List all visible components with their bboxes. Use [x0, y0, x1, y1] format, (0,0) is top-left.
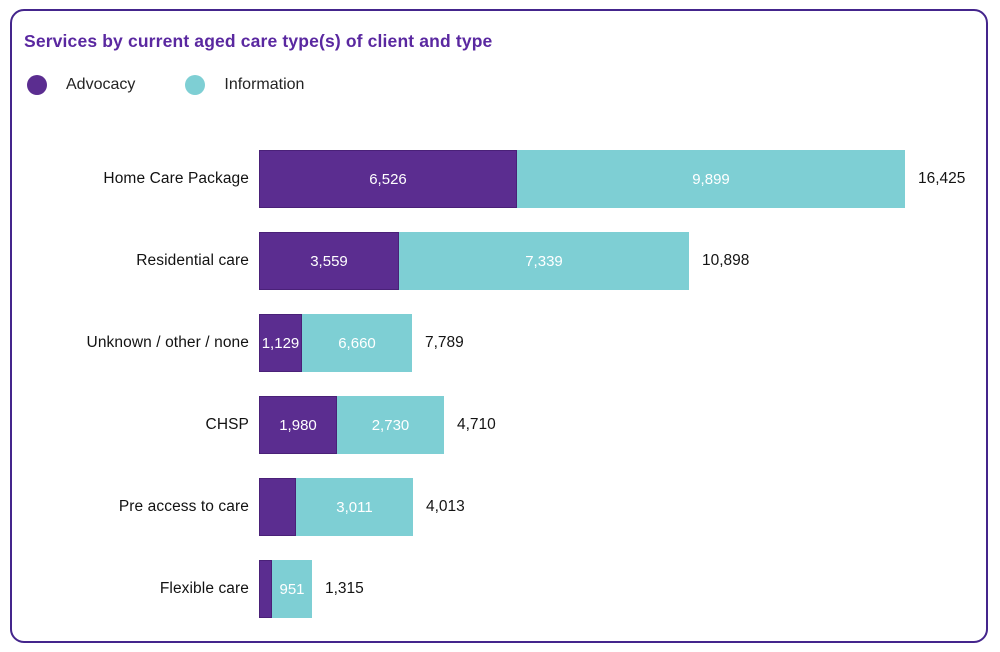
total-value-label: 7,789	[425, 334, 464, 351]
legend-item-information: Information	[185, 75, 304, 95]
total-value-label: 4,013	[426, 498, 465, 515]
legend-label: Information	[224, 76, 305, 93]
stacked-bar: 951 1,315	[259, 560, 364, 618]
advocacy-swatch-icon	[27, 75, 47, 95]
category-label: Pre access to care	[118, 498, 249, 515]
advocacy-segment: 3,559	[259, 232, 399, 290]
category-label: Residential care	[136, 252, 249, 269]
bar-row-unknown-other-none: Unknown / other / none 1,129 6,660 7,789	[12, 314, 986, 372]
information-segment: 951	[272, 560, 312, 618]
advocacy-segment: 6,526	[259, 150, 517, 208]
bar-row-chsp: CHSP 1,980 2,730 4,710	[12, 396, 986, 454]
bar-row-flexible-care: Flexible care 951 1,315	[12, 560, 986, 618]
information-segment: 9,899	[517, 150, 905, 208]
information-segment: 7,339	[399, 232, 689, 290]
stacked-bar: 3,011 4,013	[259, 478, 465, 536]
total-value-label: 16,425	[918, 170, 966, 187]
advocacy-segment: 1,129	[259, 314, 302, 372]
legend-label: Advocacy	[66, 76, 136, 93]
category-label: CHSP	[205, 416, 249, 433]
category-label: Unknown / other / none	[86, 334, 249, 351]
advocacy-segment: 1,980	[259, 396, 337, 454]
stacked-bar: 1,129 6,660 7,789	[259, 314, 464, 372]
bar-row-home-care-package: Home Care Package 6,526 9,899 16,425	[12, 150, 986, 208]
legend-item-advocacy: Advocacy	[27, 75, 135, 95]
legend: Advocacy Information	[27, 75, 304, 95]
bar-row-pre-access-to-care: Pre access to care 3,011 4,013	[12, 478, 986, 536]
bar-row-residential-care: Residential care 3,559 7,339 10,898	[12, 232, 986, 290]
category-label: Flexible care	[159, 580, 249, 597]
information-segment: 3,011	[296, 478, 413, 536]
stacked-bar: 1,980 2,730 4,710	[259, 396, 496, 454]
category-label: Home Care Package	[103, 170, 249, 187]
information-segment: 6,660	[302, 314, 412, 372]
information-segment: 2,730	[337, 396, 444, 454]
total-value-label: 1,315	[325, 580, 364, 597]
information-swatch-icon	[185, 75, 206, 95]
stacked-bar: 3,559 7,339 10,898	[259, 232, 749, 290]
total-value-label: 10,898	[702, 252, 750, 269]
chart-card: Services by current aged care type(s) of…	[10, 9, 988, 643]
total-value-label: 4,710	[457, 416, 496, 433]
stacked-bar: 6,526 9,899 16,425	[259, 150, 965, 208]
stacked-bar-chart: Home Care Package 6,526 9,899 16,425 Res…	[12, 150, 986, 642]
advocacy-segment	[259, 560, 272, 618]
chart-title: Services by current aged care type(s) of…	[24, 31, 493, 51]
advocacy-segment	[259, 478, 296, 536]
